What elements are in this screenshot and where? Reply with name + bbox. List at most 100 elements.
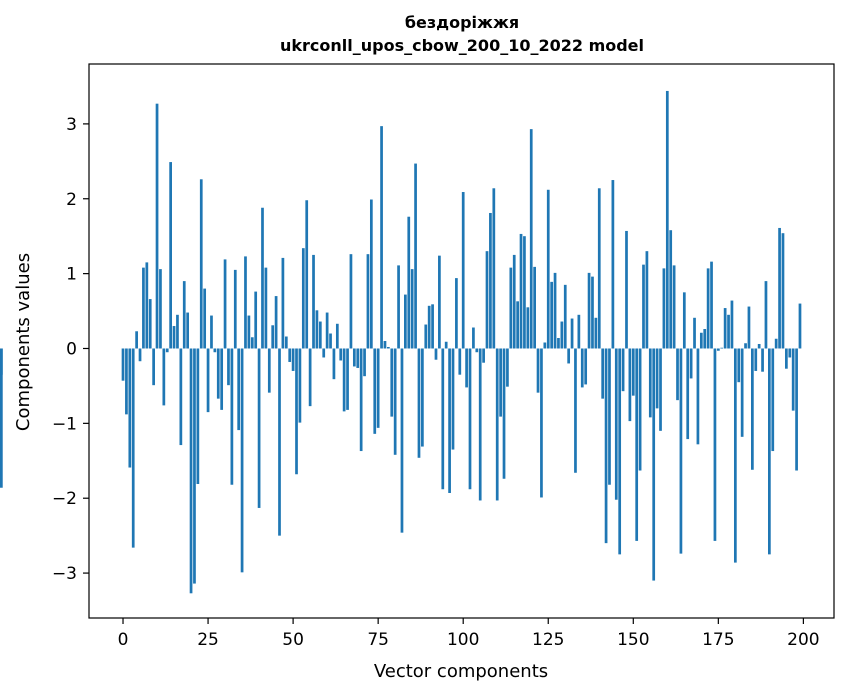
bar-150 bbox=[631, 348, 635, 396]
bar-155 bbox=[648, 348, 652, 418]
bar-186 bbox=[754, 348, 758, 371]
bar-130 bbox=[563, 284, 567, 349]
bar-112 bbox=[502, 348, 506, 479]
bar-35 bbox=[240, 348, 244, 573]
bar-145 bbox=[614, 348, 618, 500]
bar-98 bbox=[455, 278, 458, 349]
bar-161 bbox=[669, 230, 673, 349]
bar-78 bbox=[387, 346, 390, 349]
bar-192 bbox=[774, 338, 778, 349]
bar-125 bbox=[546, 189, 550, 349]
bar-85 bbox=[410, 269, 414, 349]
bar-172 bbox=[706, 268, 710, 349]
bar-21 bbox=[193, 348, 196, 584]
bar-37 bbox=[247, 315, 251, 349]
bar-141 bbox=[601, 348, 605, 399]
bar-160 bbox=[665, 90, 669, 349]
bar-14 bbox=[169, 162, 172, 349]
bar-99 bbox=[458, 348, 462, 375]
bar-146 bbox=[618, 348, 622, 555]
bar-196 bbox=[788, 348, 792, 358]
bar-7 bbox=[145, 262, 149, 349]
bar-18 bbox=[182, 281, 186, 349]
bar-163 bbox=[676, 348, 679, 401]
bar-97 bbox=[451, 348, 455, 450]
bar-series bbox=[0, 90, 802, 594]
y-tick-label--3: −3 bbox=[52, 564, 77, 584]
bar-191 bbox=[771, 348, 775, 452]
x-tick-label-150: 150 bbox=[617, 630, 649, 650]
bar-157 bbox=[655, 348, 659, 409]
bar-68 bbox=[352, 348, 356, 367]
bar-29 bbox=[220, 348, 224, 410]
bar-113 bbox=[506, 348, 509, 387]
bar-36 bbox=[244, 256, 247, 349]
x-axis-label: Vector components bbox=[374, 661, 548, 682]
bar-5 bbox=[138, 348, 142, 362]
bar-45 bbox=[274, 296, 278, 349]
bar-148 bbox=[625, 230, 628, 349]
bar-10 bbox=[155, 103, 159, 349]
bar-91 bbox=[431, 304, 434, 349]
bar-34 bbox=[237, 348, 241, 431]
bar-132 bbox=[570, 318, 574, 349]
bar-86 bbox=[414, 163, 417, 349]
bar-2 bbox=[128, 348, 132, 468]
bar-122 bbox=[536, 348, 540, 393]
bar-185 bbox=[751, 348, 754, 470]
bar-117 bbox=[519, 233, 523, 349]
bar-175 bbox=[716, 348, 720, 351]
x-tick-label-125: 125 bbox=[532, 630, 564, 650]
bar-187 bbox=[757, 343, 761, 349]
bar-73 bbox=[369, 199, 373, 349]
bar-135 bbox=[580, 348, 584, 388]
bar-194 bbox=[781, 233, 785, 349]
bar-81 bbox=[397, 265, 400, 349]
bar-120 bbox=[529, 129, 533, 349]
bar-127 bbox=[553, 272, 557, 349]
bar-188 bbox=[761, 348, 764, 372]
y-tick-label-0: 0 bbox=[66, 339, 77, 359]
bar-101 bbox=[465, 348, 468, 388]
y-axis-ticks: −3 −2 −1 0 1 2 3 bbox=[52, 115, 89, 584]
bar-107 bbox=[485, 251, 489, 349]
bar-51 bbox=[295, 348, 298, 475]
y-tick-label--1: −1 bbox=[52, 414, 77, 434]
bar-152 bbox=[638, 348, 642, 471]
bar-56 bbox=[312, 254, 315, 349]
bar-53 bbox=[301, 248, 305, 349]
bar-118 bbox=[523, 236, 526, 349]
bar-62 bbox=[332, 348, 336, 380]
bar-52 bbox=[298, 348, 302, 423]
bar-138 bbox=[591, 276, 594, 349]
bar-4 bbox=[135, 331, 138, 349]
bar-50 bbox=[291, 348, 295, 371]
bar-64 bbox=[339, 348, 343, 361]
bar-47 bbox=[281, 257, 285, 349]
bar-90 bbox=[427, 305, 431, 349]
bar-170 bbox=[699, 332, 703, 349]
bar-39 bbox=[254, 291, 258, 349]
bar-13 bbox=[165, 348, 169, 353]
bar-177 bbox=[723, 308, 727, 349]
bar-114 bbox=[509, 267, 513, 349]
bar-195 bbox=[785, 348, 788, 369]
y-axis-label: Components values bbox=[13, 253, 34, 431]
bar-48 bbox=[284, 336, 288, 349]
bar-59 bbox=[322, 348, 326, 358]
bar-173 bbox=[710, 261, 713, 349]
bar-174 bbox=[713, 348, 717, 541]
bar-158 bbox=[659, 348, 662, 431]
bar-147 bbox=[621, 348, 625, 392]
bar-156 bbox=[652, 348, 656, 581]
bar-178 bbox=[727, 314, 730, 349]
bar-54 bbox=[305, 200, 309, 349]
bar-108 bbox=[489, 212, 492, 349]
bar-136 bbox=[584, 348, 588, 385]
bar-20 bbox=[189, 348, 193, 594]
bar-75 bbox=[376, 348, 380, 428]
bar-11 bbox=[159, 269, 162, 349]
bar-32 bbox=[230, 348, 234, 485]
bar-60 bbox=[325, 312, 329, 349]
